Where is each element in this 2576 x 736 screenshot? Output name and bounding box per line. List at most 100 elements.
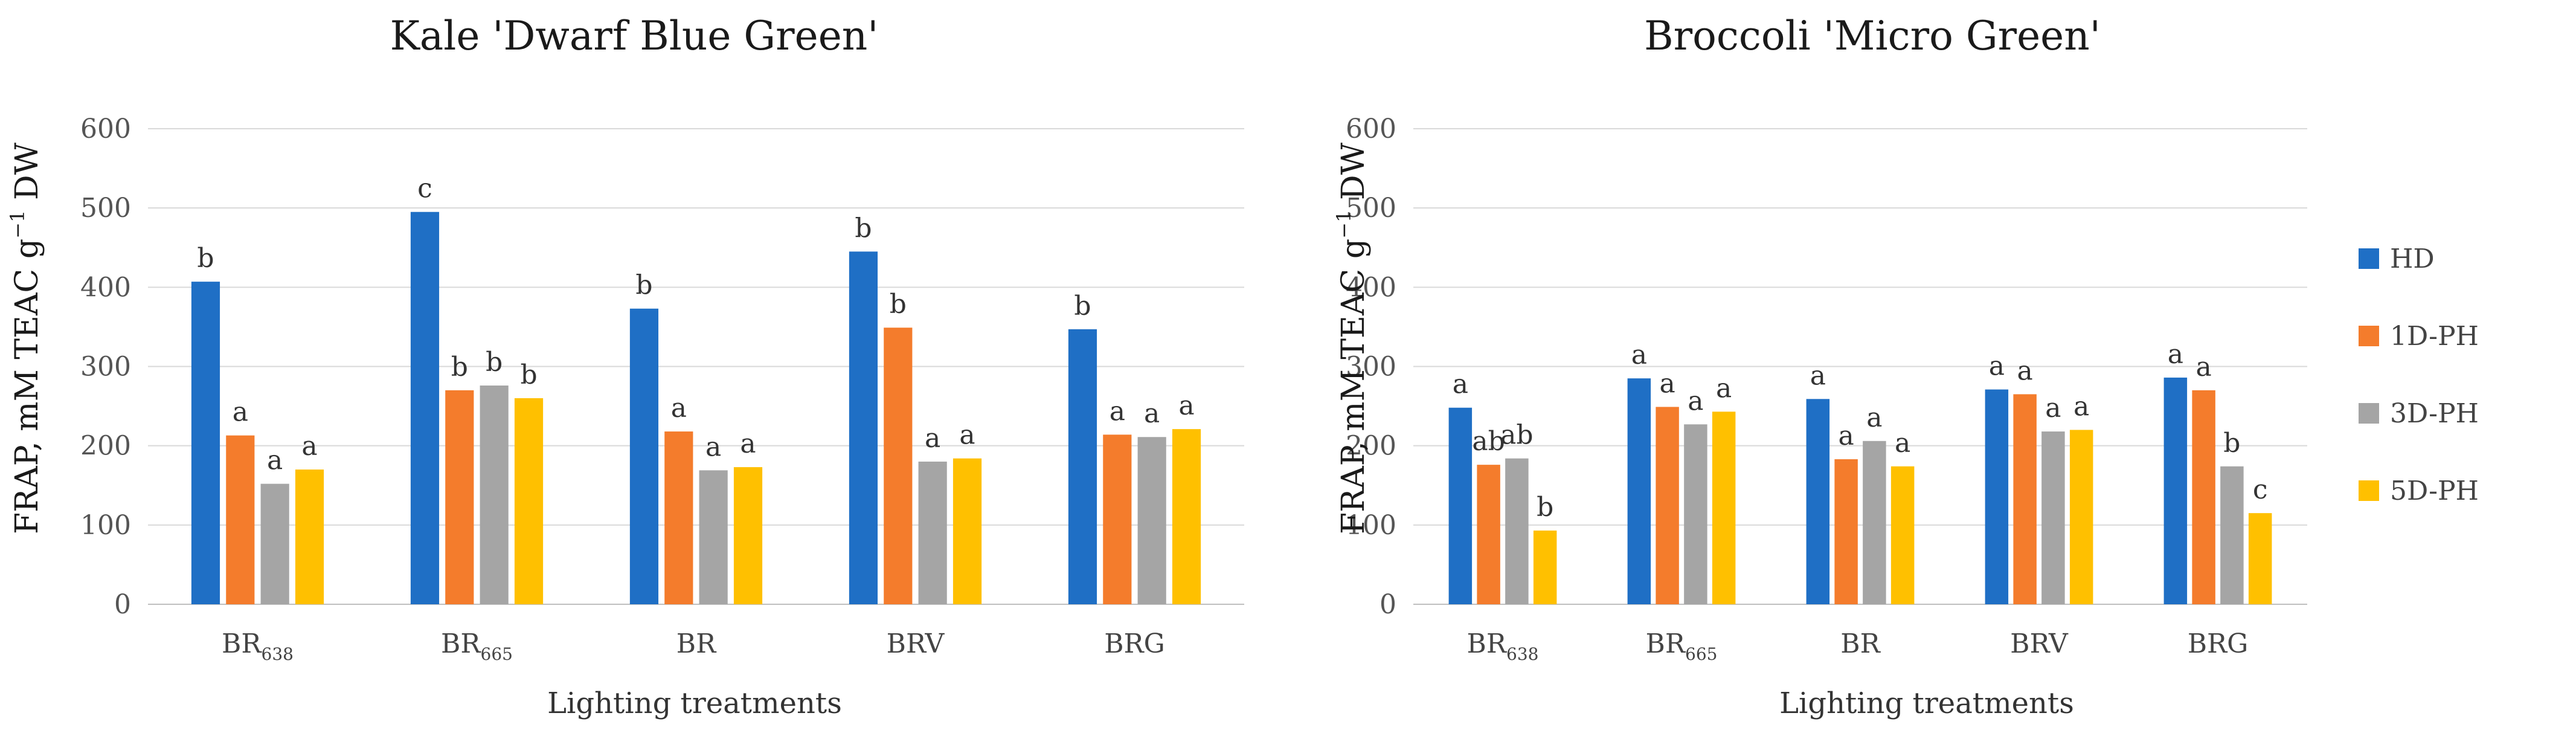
significance-letter: ab	[1500, 420, 1533, 451]
x-tick-label: BRV	[2010, 628, 2069, 659]
bars	[1448, 377, 2272, 604]
x-tick-label-base: BR	[222, 628, 262, 659]
x-tick-label: BR	[676, 628, 717, 659]
y-tick-labels: 0 100 200 300 400 500 600	[80, 114, 131, 620]
bar-5d-ph-brv	[2069, 430, 2093, 604]
significance-letter: b	[1074, 291, 1091, 321]
bar-hd-brv	[849, 251, 878, 604]
x-tick-label-subscript: 638	[1506, 644, 1538, 664]
y-axis-label: FRAP, mM TEAC g−1 DW	[1332, 142, 1372, 534]
legend-swatch-3d-ph	[2359, 403, 2379, 424]
y-tick-label: 200	[80, 431, 131, 462]
y-tick-label: 600	[80, 114, 131, 144]
bar-1d-ph-br638	[1477, 465, 1500, 604]
x-tick-label: BR665	[441, 628, 513, 664]
y-axis-label-main: FRAP, mM TEAC g	[9, 239, 45, 534]
x-tick-label: BRG	[1104, 628, 1165, 659]
y-tick-label: 300	[1346, 352, 1396, 383]
bar-3d-ph-br638	[260, 483, 289, 604]
x-tick-label: BRG	[2188, 628, 2249, 659]
y-tick-labels: 0 100 200 300 400 500 600	[1346, 114, 1396, 620]
x-tick-label: BR665	[1646, 628, 1718, 664]
bar-1d-ph-brv	[2013, 394, 2037, 604]
significance-letter: b	[520, 360, 537, 390]
legend-label-5d-ph: 5D-PH	[2390, 476, 2479, 506]
significance-letter: a	[2168, 339, 2183, 370]
significance-letter: a	[1659, 368, 1675, 399]
kale-chart: Kale 'Dwarf Blue Green' 0 100 200 300 400 500…	[6, 13, 1244, 720]
x-tick-label-base: BR	[1467, 628, 1508, 659]
x-tick-label-subscript: 665	[1685, 644, 1717, 664]
legend-swatch-1d-ph	[2359, 326, 2379, 346]
x-tick-labels: BR638 BR665 BR BRV BRG	[1467, 628, 2249, 664]
significance-letter: a	[1453, 369, 1468, 400]
bar-hd-brg	[2163, 377, 2188, 604]
significance-letter: a	[2195, 352, 2211, 383]
y-axis-label-main: FRAP, mM TEAC g	[1335, 239, 1372, 534]
bars	[191, 211, 1201, 605]
x-tick-label-subscript: 665	[481, 644, 513, 664]
significance-letter: a	[1144, 398, 1160, 429]
bar-5d-ph-br665	[514, 398, 544, 604]
x-tick-label: BRV	[887, 628, 945, 659]
bar-5d-ph-br665	[1712, 412, 1736, 604]
legend-swatch-hd	[2359, 248, 2379, 269]
x-axis-label: Lighting treatments	[547, 686, 842, 720]
significance-letter: b	[451, 352, 468, 383]
gridlines	[148, 128, 1244, 605]
significance-letter: b	[890, 289, 907, 320]
bar-1d-ph-br665	[445, 390, 474, 604]
bar-3d-ph-br665	[1684, 424, 1707, 604]
x-tick-label-base: BRV	[887, 628, 945, 659]
significance-letter: a	[1989, 351, 2005, 382]
y-tick-label: 200	[1346, 431, 1396, 462]
y-tick-label: 400	[80, 272, 131, 303]
significance-letter: a	[233, 397, 248, 428]
bar-hd-brg	[1068, 329, 1097, 604]
significance-letter: a	[2017, 355, 2032, 386]
y-tick-label: 100	[1346, 510, 1396, 541]
significance-letter: a	[740, 428, 756, 459]
significance-letter: b	[635, 270, 652, 301]
significance-letter: c	[2253, 474, 2268, 505]
significance-letter: a	[671, 393, 687, 424]
bar-5d-ph-br	[1890, 466, 1915, 604]
significance-letter: a	[2045, 393, 2061, 424]
y-axis-label-tail: DW	[9, 142, 45, 210]
broccoli-chart: Broccoli 'Micro Green' 0 100 200 300 400 500 6…	[1332, 13, 2307, 720]
bar-3d-ph-br	[1863, 441, 1886, 604]
significance-letter: a	[1178, 390, 1194, 421]
bar-3d-ph-brg	[1137, 437, 1166, 604]
significance-letter: a	[1688, 386, 1703, 416]
bar-hd-br638	[191, 282, 220, 604]
bar-3d-ph-brv	[2041, 431, 2065, 604]
bar-5d-ph-br638	[1533, 531, 1557, 604]
legend-label-1d-ph: 1D-PH	[2390, 321, 2479, 352]
y-tick-label: 500	[80, 193, 131, 224]
y-tick-label: 600	[1346, 114, 1396, 144]
bar-5d-ph-br	[733, 467, 763, 604]
bar-3d-ph-brg	[2220, 466, 2244, 604]
bar-hd-br	[1806, 399, 1830, 604]
significance-letter: b	[855, 213, 872, 244]
bar-5d-ph-brv	[952, 458, 982, 604]
bar-1d-ph-br638	[226, 435, 255, 604]
bar-1d-ph-br665	[1656, 407, 1679, 604]
significance-letter: b	[2223, 428, 2240, 459]
chart-title: Kale 'Dwarf Blue Green'	[390, 13, 879, 59]
y-tick-label: 400	[1346, 272, 1396, 303]
y-axis-label-superscript: −1	[6, 210, 29, 239]
significance-letter: a	[301, 431, 317, 462]
chart-title: Broccoli 'Micro Green'	[1644, 13, 2101, 59]
y-tick-label: 300	[80, 352, 131, 383]
significance-letter: b	[486, 347, 503, 378]
bar-5d-ph-brg	[1172, 429, 1201, 604]
bar-1d-ph-brg	[2192, 390, 2215, 604]
bar-hd-br	[629, 308, 659, 604]
bar-3d-ph-brv	[918, 461, 947, 604]
x-tick-label-subscript: 638	[262, 644, 294, 664]
y-tick-label: 500	[1346, 193, 1396, 224]
x-tick-label: BR	[1840, 628, 1881, 659]
legend-label-hd: HD	[2390, 244, 2435, 274]
